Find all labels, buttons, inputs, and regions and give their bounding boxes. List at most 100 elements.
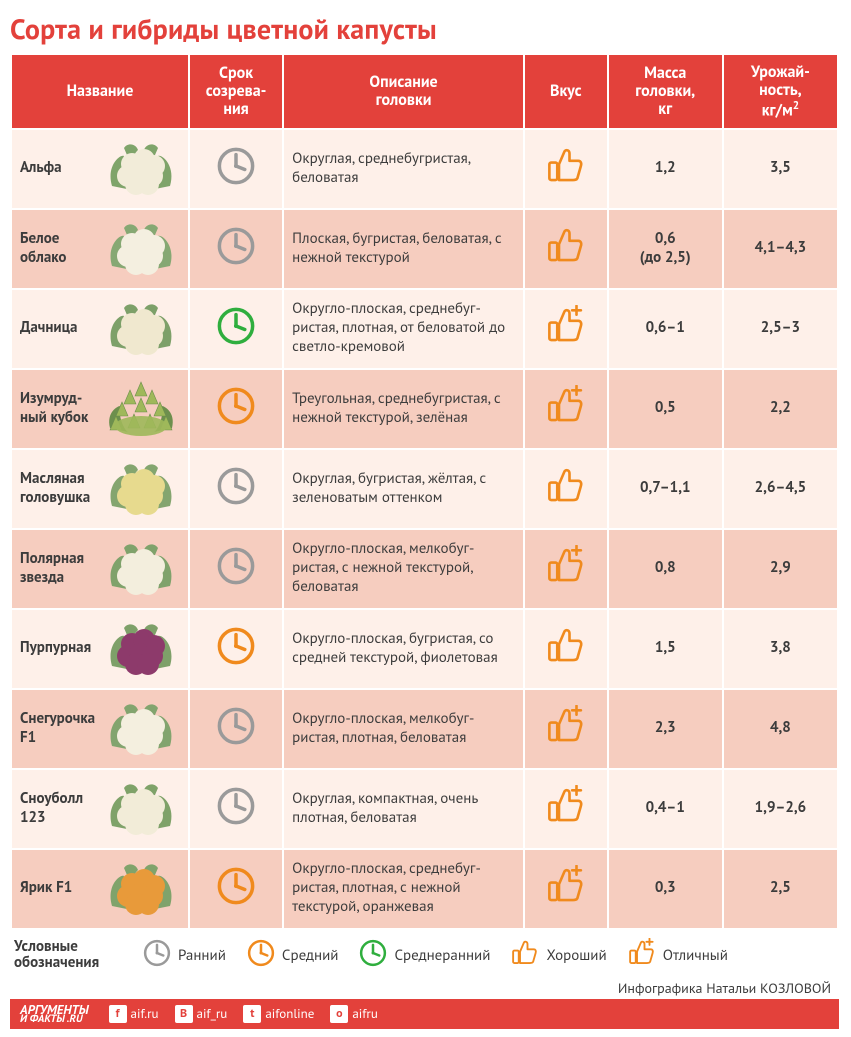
social-link[interactable]: taifonline: [243, 1005, 314, 1023]
table-header-row: НазваниеСроксозрева-нияОписаниеголовкиВк…: [11, 54, 838, 129]
legend-title: Условные обозначения: [14, 939, 124, 972]
yield-cell: 3,5: [723, 129, 838, 209]
variety-name: Дачница: [20, 319, 98, 338]
yield-cell: 2,6–4,5: [723, 449, 838, 529]
thumb-icon: [545, 333, 587, 352]
name-cell: Пурпур­ная: [11, 609, 189, 689]
description-cell: Округлая, среднебугристая, беловатая: [283, 129, 524, 209]
name-cell: Белое облако: [11, 209, 189, 289]
taste-cell: [524, 129, 608, 209]
mass-cell: 1,5: [608, 609, 723, 689]
thumb-icon: [545, 413, 587, 432]
taste-cell: [524, 209, 608, 289]
mass-cell: 0,3: [608, 849, 723, 929]
description-cell: Округло-плоская, мелкобуг­ристая, плотна…: [283, 689, 524, 769]
page-title: Сорта и гибриды цветной капусты: [10, 10, 839, 47]
yield-cell: 3,8: [723, 609, 838, 689]
thumb-icon: [545, 173, 587, 192]
col-header-taste: Вкус: [524, 54, 608, 129]
col-header-ripening: Сроксозрева-ния: [189, 54, 283, 129]
variety-name: Ярик F1: [20, 879, 98, 898]
table-row: Масляная головуш­ка Округлая, бугристая,…: [11, 449, 838, 529]
col-header-mass: Массаголовки,кг: [608, 54, 723, 129]
ripening-cell: [189, 769, 283, 849]
legend: Условные обозначения Ранний Средний Сред…: [10, 930, 839, 975]
cauliflower-icon: [104, 776, 178, 842]
publisher-logo: АРГУМЕНТЫ И ФАКТЫ .RU: [20, 1003, 89, 1025]
description-cell: Округлая, компактная, очень плотная, бел…: [283, 769, 524, 849]
description-cell: Треугольная, среднебугрис­тая, с нежной …: [283, 369, 524, 449]
yield-cell: 4,8: [723, 689, 838, 769]
table-row: Поляр­ная звезда Округло-плоская, мелкоб…: [11, 529, 838, 609]
variety-name: Поляр­ная звезда: [20, 550, 98, 588]
vk-icon: B: [175, 1005, 193, 1023]
table-row: Изумруд­ный кубок Треугольная, среднебуг…: [11, 369, 838, 449]
legend-item-excellent: Отличный: [627, 938, 728, 973]
col-header-desc: Описаниеголовки: [283, 54, 524, 129]
credit-line: Инфографика Натальи КОЗЛОВОЙ: [10, 975, 839, 999]
thumb-icon: [545, 813, 587, 832]
variety-name: Пурпур­ная: [20, 639, 98, 658]
ripening-cell: [189, 849, 283, 929]
legend-item-midearly: Среднеранний: [358, 938, 490, 973]
ripening-cell: [189, 609, 283, 689]
ripening-cell: [189, 289, 283, 369]
taste-cell: [524, 689, 608, 769]
ripening-cell: [189, 689, 283, 769]
mass-cell: 0,8: [608, 529, 723, 609]
legend-item-good: Хороший: [510, 938, 606, 973]
variety-name: Изумруд­ный кубок: [20, 390, 98, 428]
yield-cell: 2,2: [723, 369, 838, 449]
name-cell: Сноу­болл 123: [11, 769, 189, 849]
name-cell: Ярик F1: [11, 849, 189, 929]
social-link[interactable]: faif.ru: [109, 1005, 159, 1023]
cauliflower-icon: [104, 536, 178, 602]
table-row: Альфа Округлая, среднебугристая, беловат…: [11, 129, 838, 209]
clock-icon: [215, 573, 257, 592]
col-header-yield: Урожай-ность,кг/м2: [723, 54, 838, 129]
thumb-icon: [545, 493, 587, 512]
description-cell: Округлая, бугристая, жёлтая, с зеленоват…: [283, 449, 524, 529]
description-cell: Округло-плоская, среднебуг­ристая, плотн…: [283, 849, 524, 929]
thumb-icon: [510, 938, 540, 973]
name-cell: Снегу­рочка F1: [11, 689, 189, 769]
name-cell: Изумруд­ный кубок: [11, 369, 189, 449]
clock-icon: [246, 938, 276, 973]
description-cell: Округло-плоская, бугристая, со средней т…: [283, 609, 524, 689]
cauliflower-icon: [104, 216, 178, 282]
facebook-icon: f: [109, 1005, 127, 1023]
thumb-icon: [545, 253, 587, 272]
table-row: Сноу­болл 123 Округлая, компактная, очен…: [11, 769, 838, 849]
name-cell: Поляр­ная звезда: [11, 529, 189, 609]
thumb-icon: [545, 733, 587, 752]
mass-cell: 1,2: [608, 129, 723, 209]
clock-icon: [142, 938, 172, 973]
ripening-cell: [189, 449, 283, 529]
clock-icon: [215, 173, 257, 192]
thumb-icon: [545, 893, 587, 912]
taste-cell: [524, 849, 608, 929]
mass-cell: 2,3: [608, 689, 723, 769]
yield-cell: 1,9–2,6: [723, 769, 838, 849]
taste-cell: [524, 609, 608, 689]
social-handle: aif_ru: [197, 1005, 228, 1022]
clock-icon: [215, 253, 257, 272]
mass-cell: 0,5: [608, 369, 723, 449]
cauliflower-icon: [104, 376, 178, 442]
clock-icon: [215, 493, 257, 512]
yield-cell: 2,5–3: [723, 289, 838, 369]
description-cell: Округло-плоская, мелкобуг­ристая, с нежн…: [283, 529, 524, 609]
name-cell: Альфа: [11, 129, 189, 209]
taste-cell: [524, 769, 608, 849]
cauliflower-icon: [104, 856, 178, 922]
clock-icon: [215, 893, 257, 912]
taste-cell: [524, 449, 608, 529]
social-link[interactable]: oaifru: [330, 1005, 378, 1023]
taste-cell: [524, 369, 608, 449]
clock-icon: [215, 413, 257, 432]
variety-name: Белое облако: [20, 230, 98, 268]
ripening-cell: [189, 529, 283, 609]
social-link[interactable]: Baif_ru: [175, 1005, 228, 1023]
social-handle: aifonline: [265, 1005, 314, 1022]
ripening-cell: [189, 129, 283, 209]
